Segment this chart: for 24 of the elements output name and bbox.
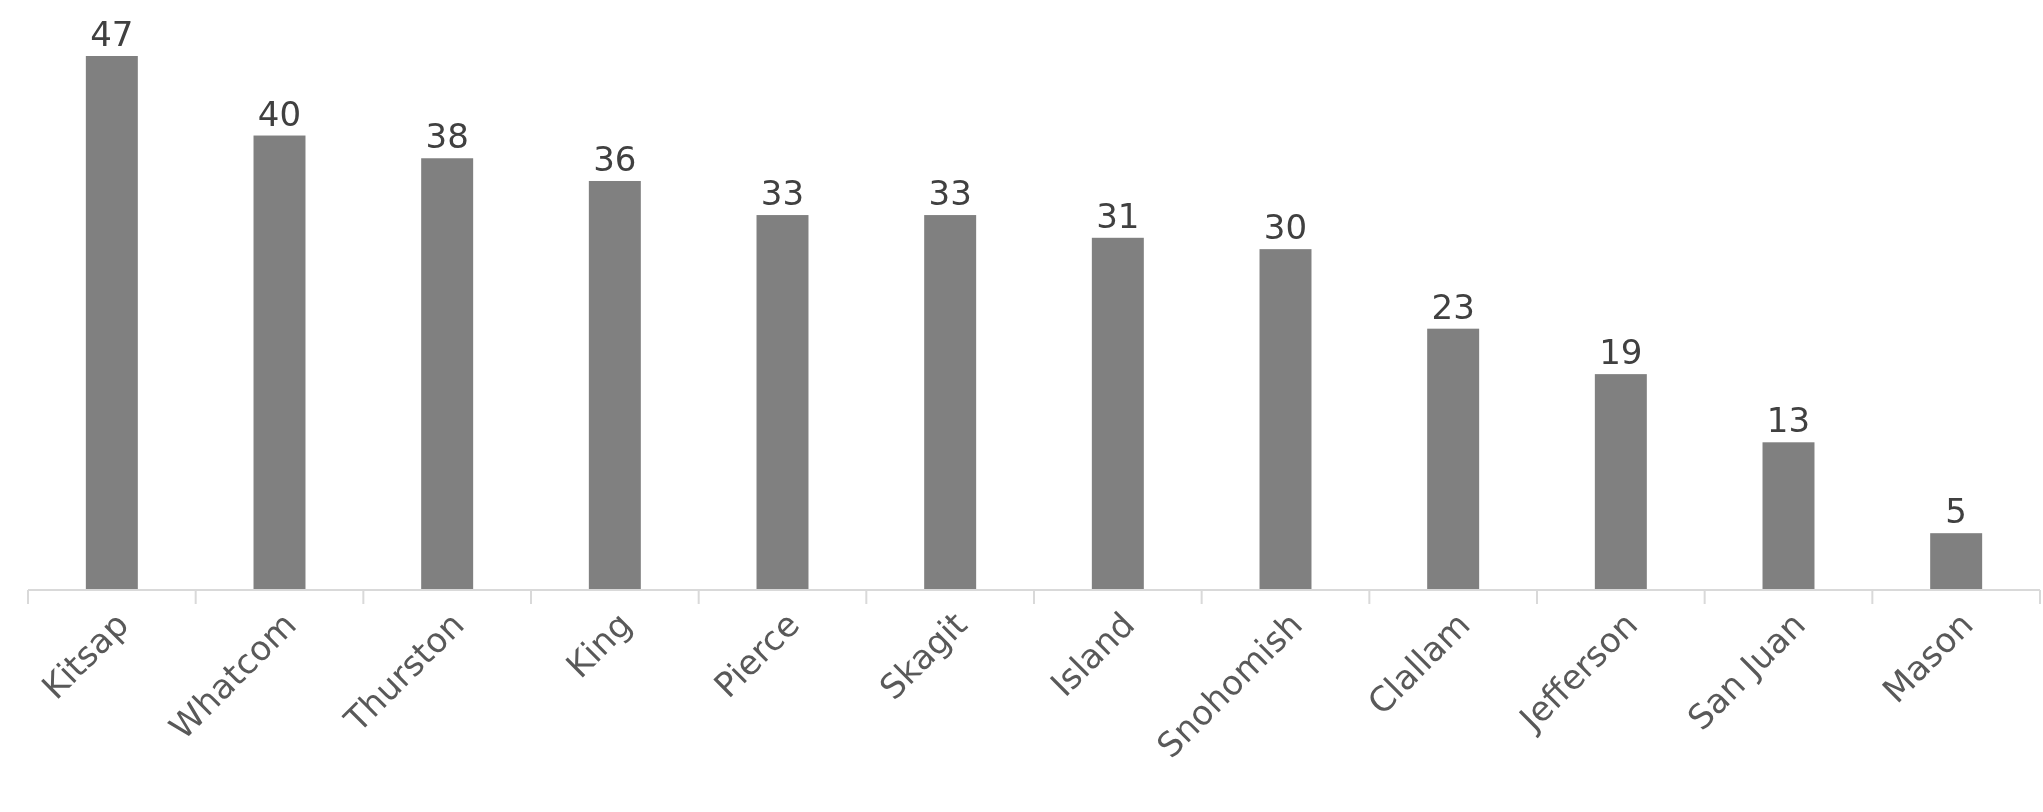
data-label: 47 [90, 14, 134, 54]
data-label: 13 [1766, 400, 1811, 441]
bar [1427, 328, 1480, 590]
data-label: 23 [1431, 286, 1475, 327]
data-label: 30 [1263, 207, 1308, 248]
bar [421, 158, 474, 590]
bar [1930, 533, 1983, 590]
data-label: 33 [928, 173, 972, 214]
data-label: 36 [593, 138, 637, 179]
bar [1259, 249, 1312, 590]
bar [85, 56, 138, 590]
bar [588, 180, 641, 590]
data-label: 31 [1096, 195, 1140, 236]
bar [253, 135, 306, 590]
bar [756, 215, 809, 590]
bar [1594, 374, 1647, 590]
bar [1762, 442, 1815, 590]
data-label: 40 [257, 93, 302, 134]
data-label: 19 [1599, 332, 1643, 373]
data-label: 38 [425, 116, 469, 157]
data-label: 33 [760, 173, 805, 214]
bar [1091, 237, 1144, 590]
data-label: 5 [1945, 491, 1967, 532]
bar [924, 215, 977, 590]
